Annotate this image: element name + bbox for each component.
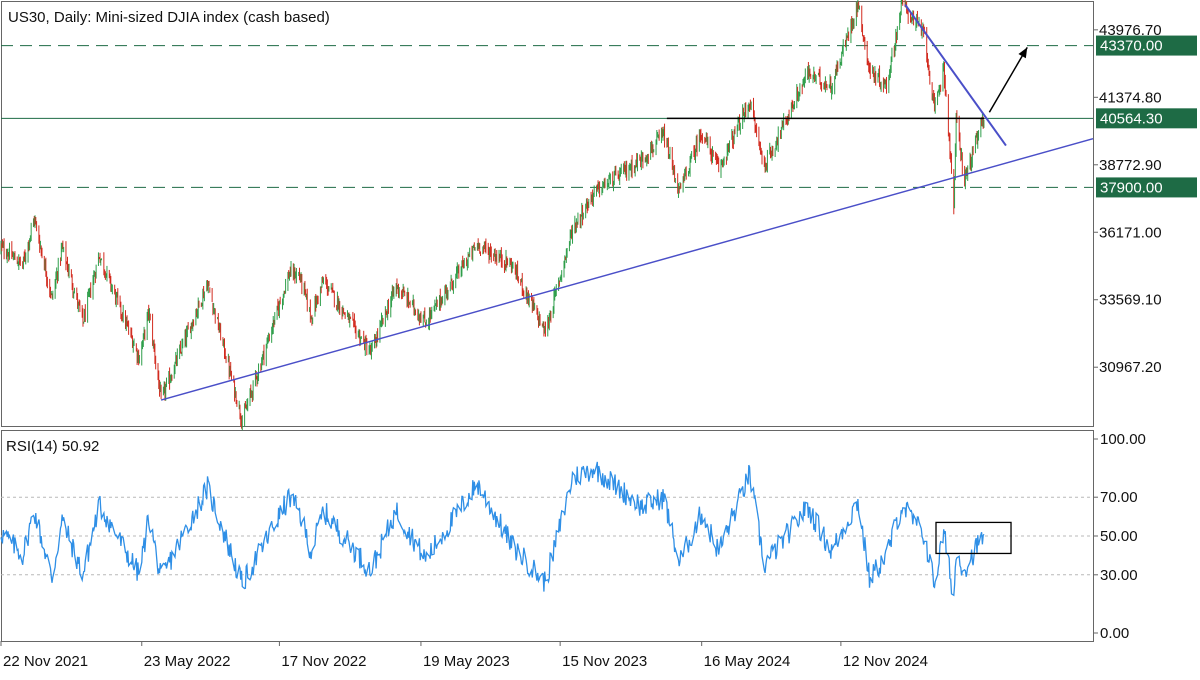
price-candles <box>0 0 985 431</box>
level-tag-label-1: 40564.30 <box>1100 110 1163 127</box>
level-tag-label-0: 43370.00 <box>1100 38 1163 55</box>
rsi-tick-label-3: 30.00 <box>1100 567 1138 584</box>
y-tick-label-1: 41374.80 <box>1099 89 1162 106</box>
x-tick-label-6: 12 Nov 2024 <box>843 653 928 670</box>
x-tick-label-5: 16 May 2024 <box>704 653 791 670</box>
rsi-tick-label-2: 50.00 <box>1100 528 1138 545</box>
level-tag-1 <box>1096 108 1197 129</box>
x-tick-label-1: 23 May 2022 <box>144 653 231 670</box>
y-tick-label-3: 36171.00 <box>1099 224 1162 241</box>
level-tag-label-2: 37900.00 <box>1100 179 1163 196</box>
rsi-series-line <box>0 461 985 597</box>
rsi-label: RSI(14) 50.92 <box>6 438 99 455</box>
rsi-tick-label-1: 70.00 <box>1100 489 1138 506</box>
x-tick-label-0: 22 Nov 2021 <box>3 653 88 670</box>
y-tick-label-5: 30967.20 <box>1099 359 1162 376</box>
arrow-head <box>1018 47 1028 59</box>
x-tick-label-2: 17 Nov 2022 <box>281 653 366 670</box>
uptrend-line <box>160 137 1094 401</box>
y-tick-label-0: 43976.70 <box>1099 22 1162 39</box>
y-tick-label-2: 38772.90 <box>1099 157 1162 174</box>
level-tag-0 <box>1096 35 1197 56</box>
price-pane <box>1 1 1094 427</box>
level-tag-2 <box>1096 177 1197 198</box>
rsi-highlight-box <box>935 521 1012 555</box>
arrow-shaft <box>988 47 1028 113</box>
rsi-tick-label-0: 100.00 <box>1100 431 1146 448</box>
chart-title: US30, Daily: Mini-sized DJIA index (cash… <box>8 9 330 26</box>
y-tick-label-4: 33569.10 <box>1099 292 1162 309</box>
downtrend-line <box>904 4 1007 147</box>
rsi-tick-label-4: 0.00 <box>1100 625 1129 642</box>
x-tick-label-3: 19 May 2023 <box>423 653 510 670</box>
x-tick-label-4: 15 Nov 2023 <box>562 653 647 670</box>
